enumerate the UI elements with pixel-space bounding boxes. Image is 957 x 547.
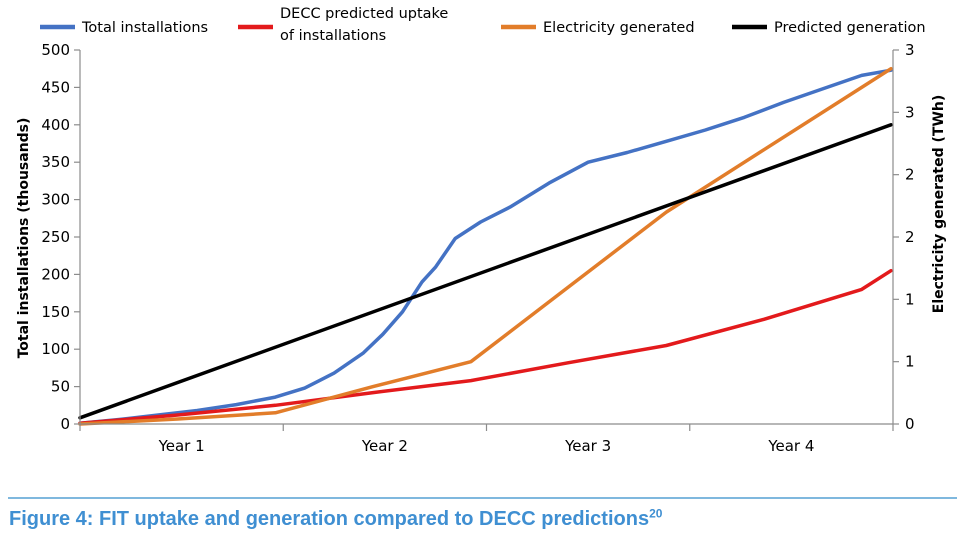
legend-label: Predicted generation [774,20,926,36]
right-tick-label: 2 [905,228,915,246]
series-line-electricity-generated [78,66,893,426]
left-tick-label: 200 [41,265,70,283]
series-layer [78,66,893,426]
left-tick-label: 400 [41,116,70,134]
right-axis-title: Electricity generated (TWh) [931,95,947,314]
right-tick-label: 3 [905,103,915,121]
legend-layer: Total installations DECC predicted uptake… [40,6,926,44]
legend-label: Total installations [81,20,208,36]
left-tick-label: 350 [41,153,70,171]
legend-label: DECC predicted uptake [280,6,448,22]
right-tick-label: 2 [905,166,915,184]
caption-divider [8,497,957,499]
right-tick-label: 1 [905,290,915,308]
series-line-decc-predicted-uptake-of-installations [78,268,893,426]
legend-label: of installations [280,28,386,44]
figure-caption: Figure 4: FIT uptake and generation comp… [9,506,663,531]
right-tick-label: 3 [905,41,915,59]
x-tick-label: Year 4 [767,437,814,455]
x-tick-label: Year 1 [158,437,205,455]
left-tick-label: 100 [41,340,70,358]
left-axis-title: Total installations (thousands) [16,118,32,359]
left-tick-label: 250 [41,228,70,246]
figure-caption-footnote: 20 [649,506,663,521]
left-tick-label: 150 [41,303,70,321]
x-tick-label: Year 2 [361,437,408,455]
chart: 0 50 100 150 200 250 300 350 400 450 500 0 1 1 2 2 3 3 Yea… [16,6,947,455]
left-tick-label: 500 [41,41,70,59]
right-tick-label: 0 [905,415,915,433]
left-tick-label: 300 [41,191,70,209]
axes-layer: 0 50 100 150 200 250 300 350 400 450 500 0 1 1 2 2 3 3 Yea… [41,41,914,455]
left-tick-label: 0 [60,415,70,433]
right-tick-label: 1 [905,353,915,371]
x-tick-label: Year 3 [564,437,611,455]
series-line-total-installations [78,68,893,426]
legend-label: Electricity generated [543,20,695,36]
left-tick-label: 50 [51,378,70,396]
figure-caption-text: Figure 4: FIT uptake and generation comp… [9,508,650,530]
series-line-predicted-generation [78,123,893,420]
left-tick-label: 450 [41,78,70,96]
